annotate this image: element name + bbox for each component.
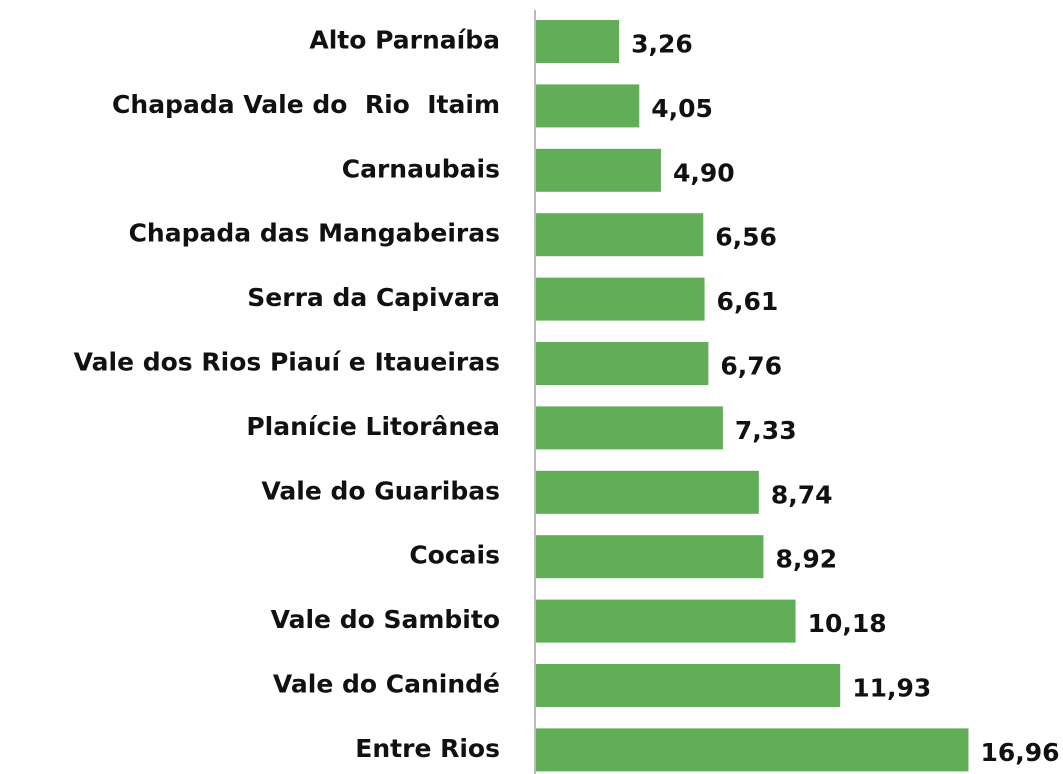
bar (536, 342, 709, 385)
value-label: 6,56 (715, 223, 777, 252)
category-label: Chapada das Mangabeiras (129, 219, 500, 248)
bar (536, 728, 969, 772)
bar (536, 535, 764, 579)
category-label: Vale do Sambito (271, 605, 500, 634)
value-label: 3,26 (631, 30, 693, 59)
value-label: 6,61 (717, 287, 779, 316)
value-label: 7,33 (735, 416, 797, 445)
bar (536, 664, 841, 707)
value-label: 11,93 (852, 674, 931, 703)
value-label: 8,92 (775, 545, 837, 574)
category-label: Chapada Vale do Rio Itaim (112, 90, 500, 119)
category-label: Serra da Capivara (247, 283, 500, 312)
category-label: Entre Rios (355, 734, 500, 763)
category-label: Carnaubais (342, 154, 500, 183)
category-label: Planície Litorânea (246, 412, 500, 441)
value-label: 4,90 (673, 158, 735, 187)
bar (536, 213, 704, 257)
bar (536, 148, 661, 192)
category-label: Cocais (409, 541, 500, 570)
value-label: 8,74 (771, 480, 833, 509)
value-label: 6,76 (720, 352, 782, 381)
category-label: Vale do Canindé (273, 670, 500, 699)
bar (536, 84, 640, 128)
value-label: 4,05 (651, 94, 713, 123)
bar (536, 599, 796, 643)
bar (536, 470, 759, 514)
bar (536, 20, 620, 63)
bar (536, 277, 705, 321)
value-label: 10,18 (808, 609, 887, 638)
category-label: Vale dos Rios Piauí e Itaueiras (74, 348, 500, 377)
category-label: Alto Parnaíba (309, 26, 500, 55)
bar (536, 406, 723, 450)
category-label: Vale do Guaribas (261, 476, 500, 505)
value-label: 16,96 (980, 738, 1059, 767)
